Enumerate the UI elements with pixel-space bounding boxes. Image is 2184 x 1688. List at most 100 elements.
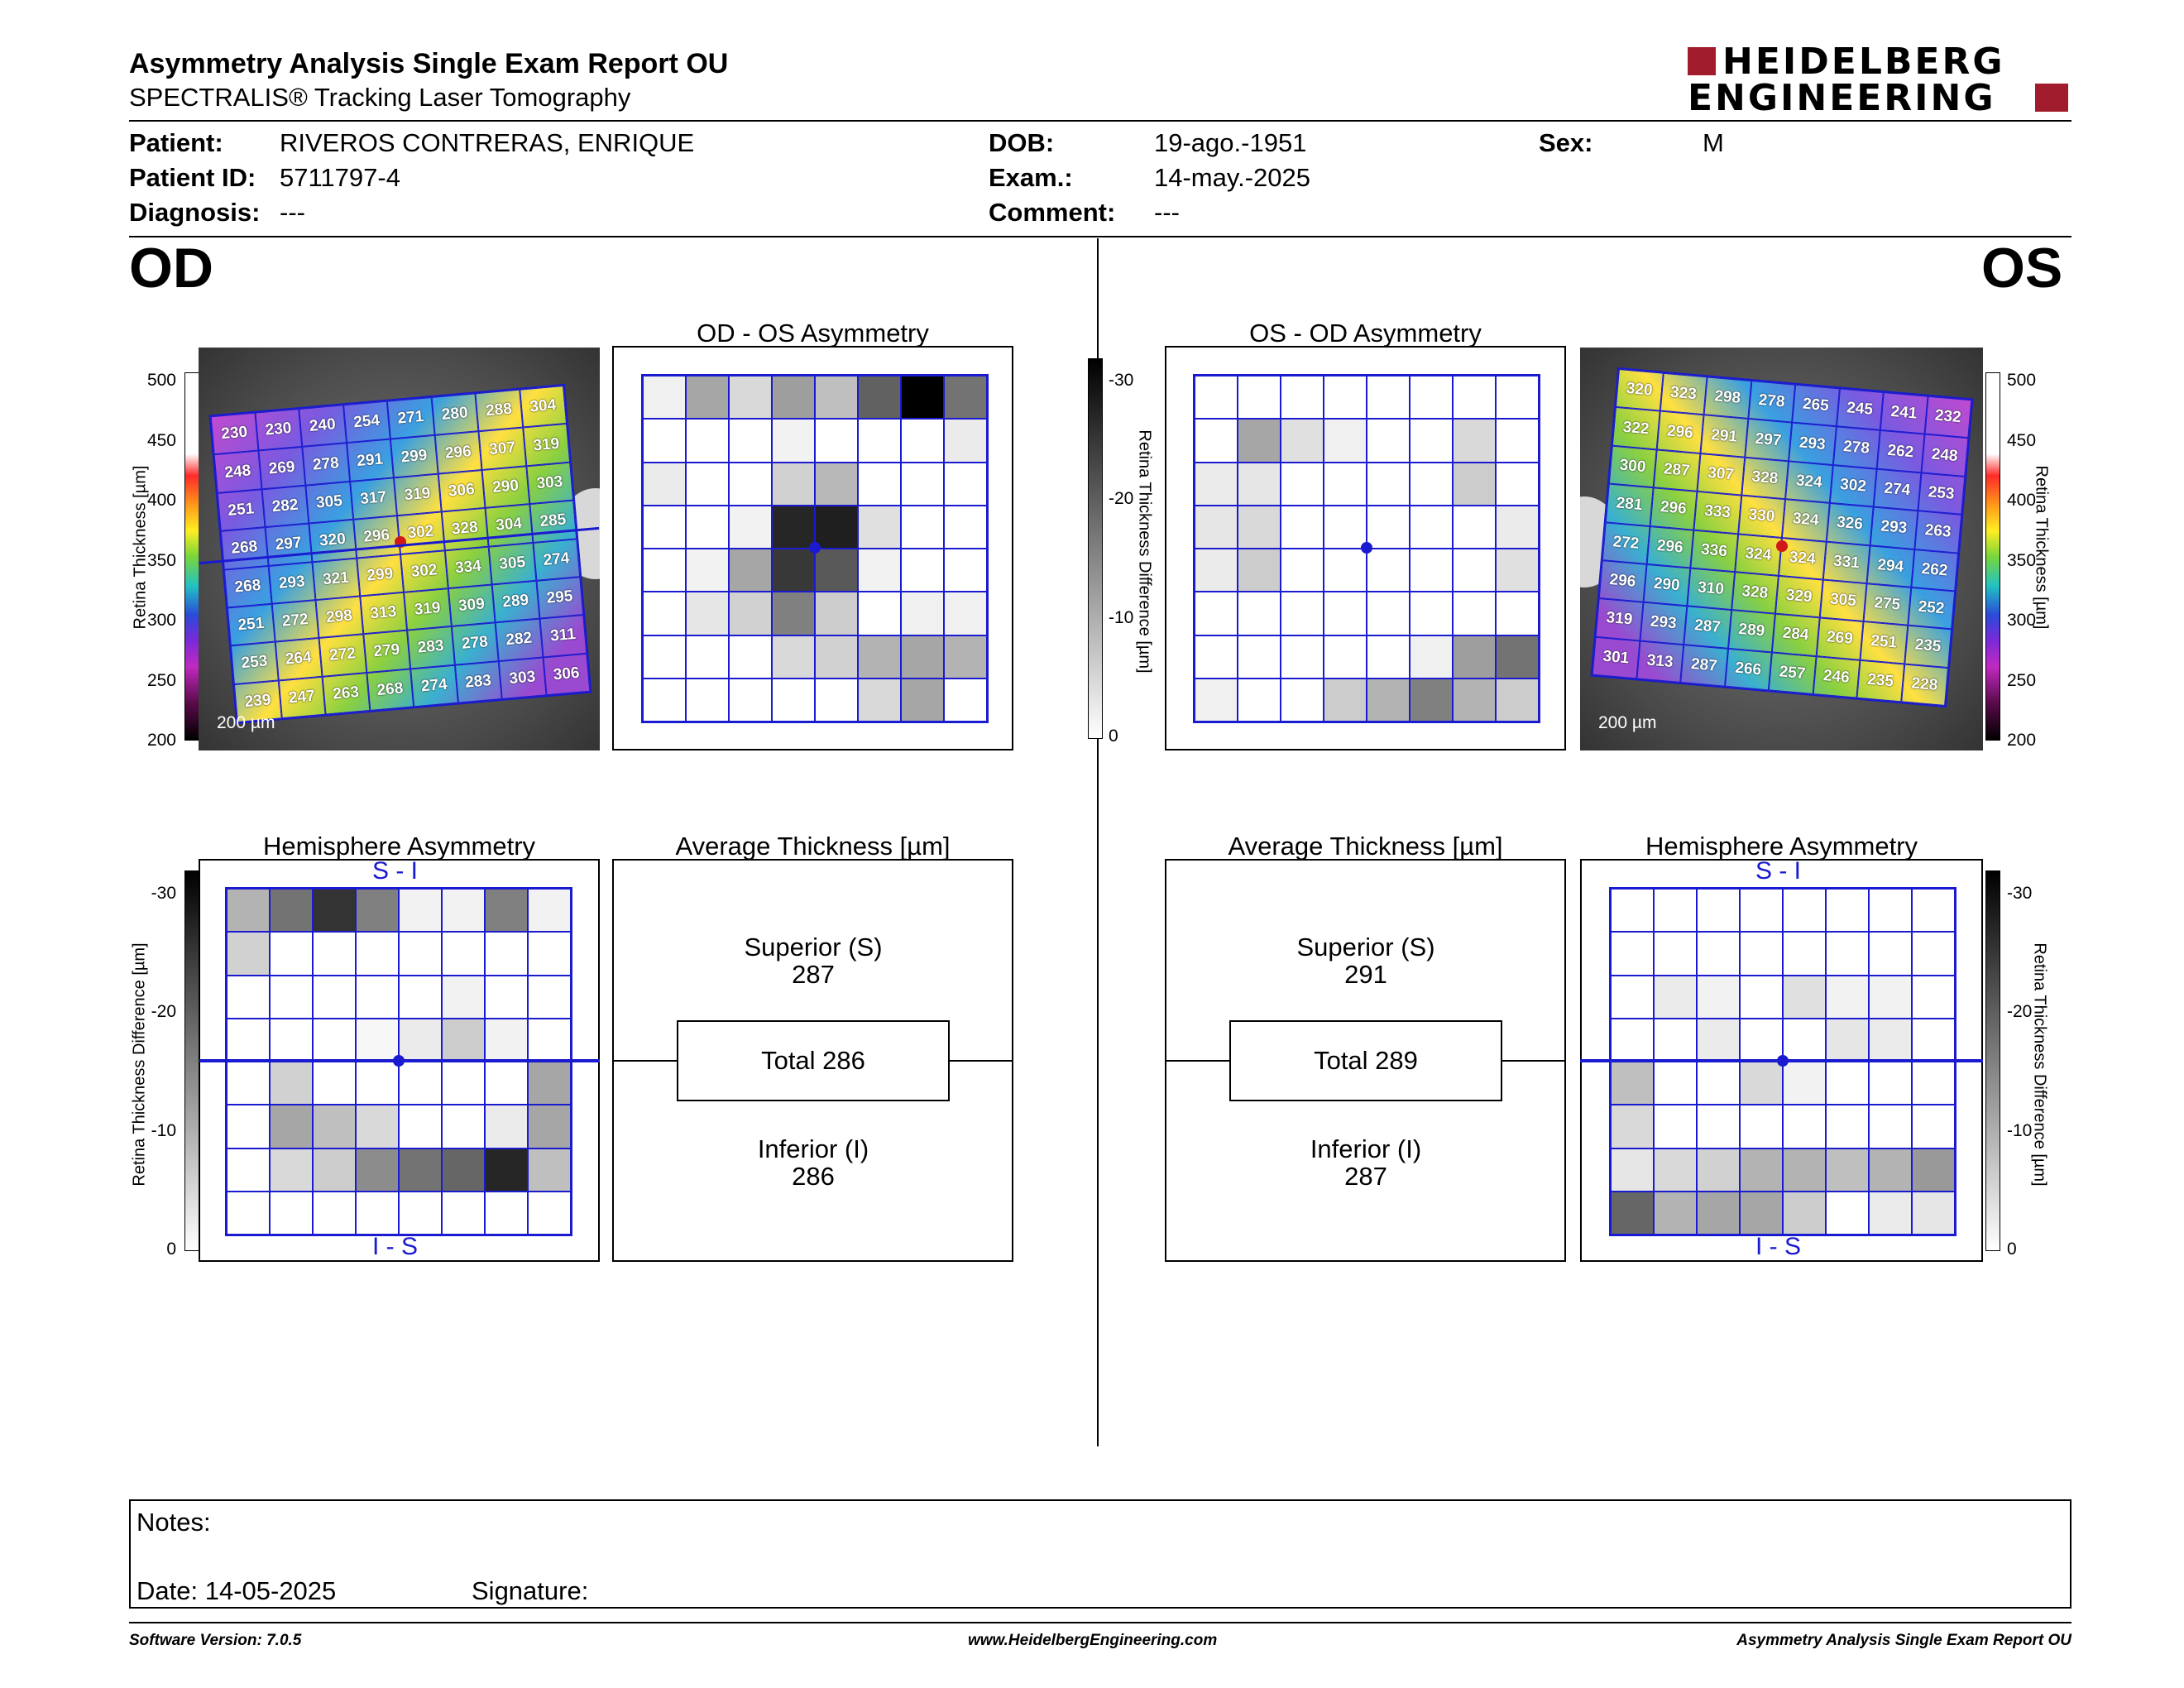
grid-cell (1324, 462, 1367, 506)
grid-cell (485, 1148, 528, 1192)
exam-value: 14-may.-2025 (1154, 163, 1310, 192)
patient-id: 5711797-4 (280, 163, 400, 192)
grid-cell (1611, 1105, 1654, 1149)
grid-cell (270, 975, 313, 1019)
grid-cell (270, 932, 313, 976)
grid-cell (442, 1018, 485, 1062)
thickness-cell: 278 (451, 622, 499, 665)
grid-cell (1367, 635, 1410, 679)
grid-cell (399, 1018, 442, 1062)
thickness-cell: 288 (475, 389, 523, 432)
grid-cell (442, 975, 485, 1019)
grid-cell (815, 635, 858, 679)
thickness-cell: 301 (1592, 636, 1640, 679)
grid-cell (1496, 505, 1539, 549)
grid-cell (1826, 975, 1869, 1019)
grid-cell (858, 678, 901, 722)
thickness-cell: 235 (1856, 659, 1904, 703)
thickness-cell: 272 (318, 634, 366, 677)
grid-cell (1783, 1018, 1826, 1062)
grid-cell (729, 419, 772, 463)
grid-cell (1826, 1148, 1869, 1192)
thickness-cell: 284 (1771, 613, 1820, 656)
grid-cell (901, 549, 944, 592)
tick-label: 0 (166, 1240, 176, 1259)
grid-cell (944, 505, 987, 549)
grid-cell (1912, 1105, 1955, 1149)
grid-cell (399, 975, 442, 1019)
tick-label: -10 (151, 1120, 176, 1140)
thickness-cell: 306 (438, 469, 486, 512)
grid-cell (729, 549, 772, 592)
grid-cell (1654, 1062, 1697, 1105)
thickness-cell: 282 (261, 485, 309, 528)
grid-cell (1453, 419, 1496, 463)
thickness-cell: 296 (434, 431, 482, 474)
od-fundus-image: 230 230 240 254 271 280 288 304 248 269 278 291 299 2… (199, 348, 600, 750)
thickness-cell: 333 (1693, 491, 1741, 534)
thickness-cell: 254 (342, 400, 390, 444)
grid-cell (944, 376, 987, 420)
od-thickness-axis-label: Retina Thickness [µm] (131, 465, 150, 630)
grid-cell (485, 1191, 528, 1235)
thickness-cell: 230 (254, 409, 303, 451)
grid-cell (729, 505, 772, 549)
grid-cell (1654, 932, 1697, 976)
grid-cell (1611, 1148, 1654, 1192)
grid-cell (1740, 1191, 1783, 1235)
thickness-cell: 293 (1789, 422, 1837, 465)
grid-cell (815, 505, 858, 549)
tick-label: -20 (2007, 1002, 2033, 1022)
grid-cell (1281, 505, 1324, 549)
footer-version: Software Version: 7.0.5 (129, 1632, 302, 1649)
grid-cell (686, 376, 729, 420)
os-scale-label: 200 µm (1598, 713, 1657, 732)
grid-cell (643, 462, 686, 506)
thickness-cell: 268 (223, 565, 272, 608)
od-thickness-colorbar (184, 372, 199, 741)
grid-cell (1453, 678, 1496, 722)
patient-divider (129, 236, 2071, 237)
grid-cell (1912, 1018, 1955, 1062)
grid-cell (1496, 678, 1539, 722)
grid-cell (270, 889, 313, 933)
grid-cell (1410, 592, 1453, 635)
grid-cell (944, 635, 987, 679)
grid-cell (528, 1062, 571, 1105)
thickness-cell: 336 (1690, 530, 1738, 573)
thickness-cell: 290 (1643, 563, 1691, 607)
grid-cell (1654, 1148, 1697, 1192)
tick-label: 400 (2007, 491, 2037, 510)
grid-cell (485, 1105, 528, 1149)
tick-label: 250 (146, 670, 176, 690)
grid-cell (1697, 975, 1740, 1019)
thickness-cell: 310 (1687, 568, 1735, 611)
os-superior-label: Superior (S) (1296, 933, 1435, 961)
thickness-cell: 264 (275, 638, 323, 681)
grid-cell (313, 889, 356, 933)
thickness-cell: 251 (1860, 621, 1908, 664)
grid-cell (227, 1062, 270, 1105)
od-total: Total 286 (677, 1020, 950, 1101)
os-fovea-marker (1776, 540, 1788, 552)
notes-box[interactable] (129, 1499, 2071, 1609)
thickness-cell: 248 (213, 450, 262, 493)
tick-label: 250 (2007, 670, 2037, 690)
grid-cell (858, 462, 901, 506)
thickness-cell: 274 (1873, 468, 1921, 511)
thickness-cell: 319 (522, 424, 571, 467)
grid-cell (485, 932, 528, 976)
grid-cell (772, 505, 815, 549)
grid-cell (1238, 505, 1281, 549)
grid-cell (1826, 1191, 1869, 1235)
od-inferior-label: Inferior (I) (757, 1134, 869, 1163)
grid-cell (1740, 975, 1783, 1019)
tick-label: -30 (151, 884, 176, 903)
tick-label: -20 (151, 1002, 176, 1022)
grid-cell (1496, 419, 1539, 463)
os-inferior-label: Inferior (I) (1310, 1134, 1422, 1163)
thickness-cell: 283 (454, 660, 502, 703)
grid-cell (686, 462, 729, 506)
grid-cell (815, 592, 858, 635)
thickness-cell: 320 (1615, 369, 1664, 411)
